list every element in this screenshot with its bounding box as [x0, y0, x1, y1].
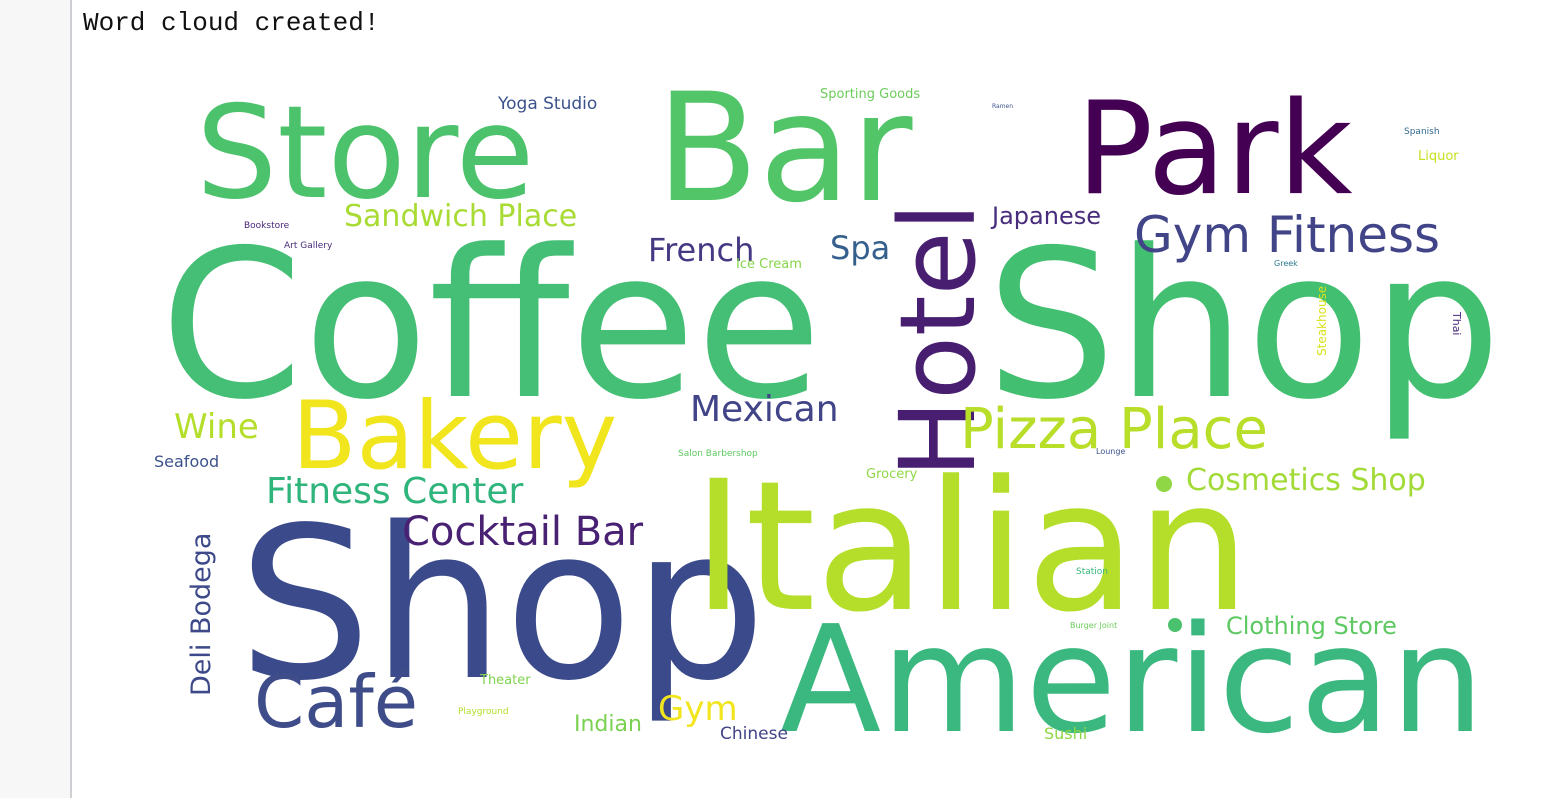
word-pizza-place: Pizza Place: [960, 397, 1268, 462]
cell-gutter: [0, 0, 72, 798]
word-liquor: Liquor: [1418, 149, 1459, 164]
word-playground: Playground: [458, 707, 509, 717]
word-grocery: Grocery: [866, 467, 918, 482]
word-gym: Gym: [658, 689, 738, 729]
word-shop-blue: Shop: [238, 482, 767, 727]
word-lounge: Lounge: [1096, 447, 1126, 456]
word-clothing-store: Clothing Store: [1226, 612, 1397, 640]
word-ramen: Ramen: [992, 103, 1014, 110]
word-store: Store: [196, 79, 535, 228]
word-indian: Indian: [574, 712, 642, 737]
word-bookstore: Bookstore: [244, 221, 290, 231]
word-chinese: Chinese: [720, 724, 788, 744]
word-bar: Bar: [656, 62, 913, 236]
word-bakery: Bakery: [292, 382, 618, 491]
dot-marker: [1168, 618, 1182, 632]
word-cosmetics-shop: Cosmetics Shop: [1186, 463, 1426, 498]
word-sporting-goods: Sporting Goods: [820, 87, 921, 102]
word-deli-bodega: Deli Bodega: [186, 532, 217, 696]
word-gym-fitness: Gym Fitness: [1134, 206, 1441, 264]
word-cocktail-bar: Cocktail Bar: [402, 509, 644, 555]
word-mexican: Mexican: [690, 389, 839, 430]
word-american: American: [780, 594, 1485, 766]
word-salon-barbershop: Salon Barbershop: [678, 449, 758, 459]
output-message: Word cloud created!: [83, 8, 380, 38]
word-sandwich-place: Sandwich Place: [344, 199, 578, 234]
word-fitness-center: Fitness Center: [266, 471, 524, 512]
word-sushi: Sushi: [1044, 724, 1088, 743]
word-burger-joint: Burger Joint: [1070, 621, 1118, 630]
word-art-gallery: Art Gallery: [284, 241, 333, 251]
word-ice-cream: Ice Cream: [736, 257, 802, 272]
word-steakhouse: Steakhouse: [1315, 285, 1329, 356]
word-spanish: Spanish: [1404, 127, 1440, 137]
word-thai: Thai: [1450, 312, 1463, 336]
word-spa: Spa: [830, 229, 891, 267]
word-seafood: Seafood: [154, 452, 220, 471]
word-station: Station: [1076, 567, 1108, 577]
word-park: Park: [1076, 75, 1353, 224]
word-greek: Greek: [1274, 259, 1298, 268]
dot-marker: [1156, 476, 1172, 492]
word-theater: Theater: [480, 673, 531, 688]
word-japanese: Japanese: [992, 202, 1101, 230]
word-coffee: Coffee: [160, 207, 823, 445]
word-wine: Wine: [174, 407, 259, 447]
word-cafe: Café: [254, 660, 419, 744]
word-french: French: [648, 231, 755, 269]
word-shop-green: Shop: [986, 207, 1502, 445]
word-yoga-studio: Yoga Studio: [498, 94, 598, 114]
word-cloud-image: Coffee Shop Shop Italian American Bar St…: [78, 60, 1558, 780]
